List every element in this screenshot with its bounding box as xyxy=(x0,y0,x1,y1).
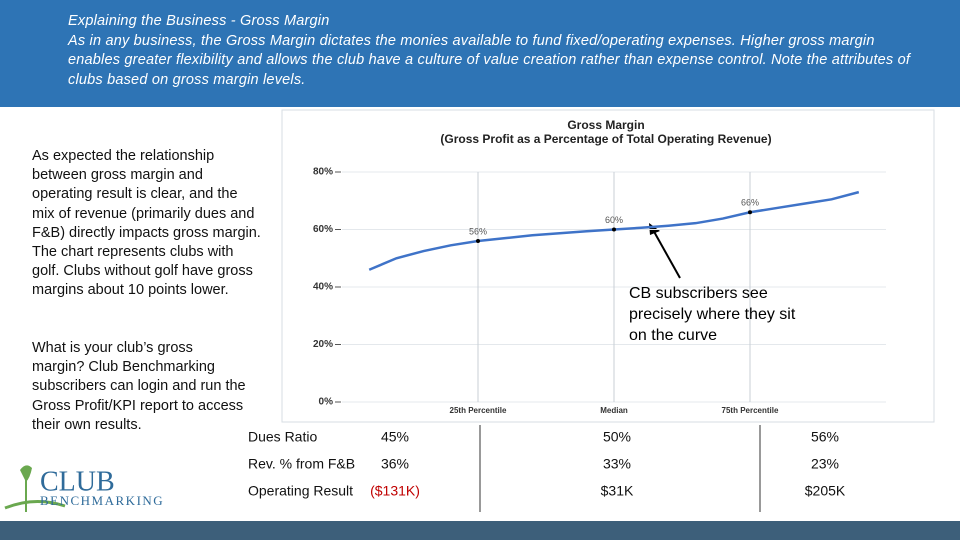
paragraph: As expected the relationship between gro… xyxy=(32,148,261,299)
header: Explaining the Business - Gross Margin A… xyxy=(0,0,960,107)
marker xyxy=(476,239,480,243)
table-cell: 56% xyxy=(811,429,839,445)
paragraph: What is your club’s gross margin? Club B… xyxy=(32,340,246,433)
header-text: As in any business, the Gross Margin dic… xyxy=(68,32,911,88)
table-cell: $205K xyxy=(805,483,846,499)
footer-bar xyxy=(0,521,960,540)
logo-bottom: BENCHMARKING xyxy=(40,493,164,508)
annotation-label: 60% xyxy=(605,215,623,225)
table-cell: 23% xyxy=(811,456,839,472)
x-tick-label: 25th Percentile xyxy=(450,406,507,415)
chart-title: Gross Margin xyxy=(567,118,644,132)
table-cell: $31K xyxy=(601,483,634,499)
row-label: Operating Result xyxy=(248,483,353,499)
table-cell: 33% xyxy=(603,456,631,472)
y-tick-label: 0% xyxy=(319,397,334,408)
logo: CLUB BENCHMARKING xyxy=(4,465,164,512)
x-tick-label: Median xyxy=(600,406,628,415)
logo-swoosh xyxy=(4,500,66,510)
header-title: Explaining the Business - Gross Margin xyxy=(68,13,330,29)
table-cell: 45% xyxy=(381,429,409,445)
row-label: Rev. % from F&B xyxy=(248,456,355,472)
logo-flag xyxy=(20,465,32,482)
x-tick-label: 75th Percentile xyxy=(722,406,779,415)
chart-subtitle: (Gross Profit as a Percentage of Total O… xyxy=(440,132,771,146)
chart-panel xyxy=(281,109,935,423)
table-cell: 36% xyxy=(381,456,409,472)
y-tick-label: 40% xyxy=(313,282,333,293)
y-tick-label: 20% xyxy=(313,339,333,350)
y-tick-label: 60% xyxy=(313,224,333,235)
table-cell: ($131K) xyxy=(370,483,420,499)
row-label: Dues Ratio xyxy=(248,429,317,445)
callout-arrow xyxy=(651,227,681,279)
y-tick-label: 80% xyxy=(313,167,333,178)
annotation-label: 56% xyxy=(469,226,487,236)
table-cell: 50% xyxy=(603,429,631,445)
callout: CB subscribers see precisely where they … xyxy=(629,285,796,344)
marker xyxy=(748,210,752,215)
marker xyxy=(612,227,616,232)
annotation-label: 66% xyxy=(741,198,759,208)
logo-top: CLUB xyxy=(40,466,115,497)
